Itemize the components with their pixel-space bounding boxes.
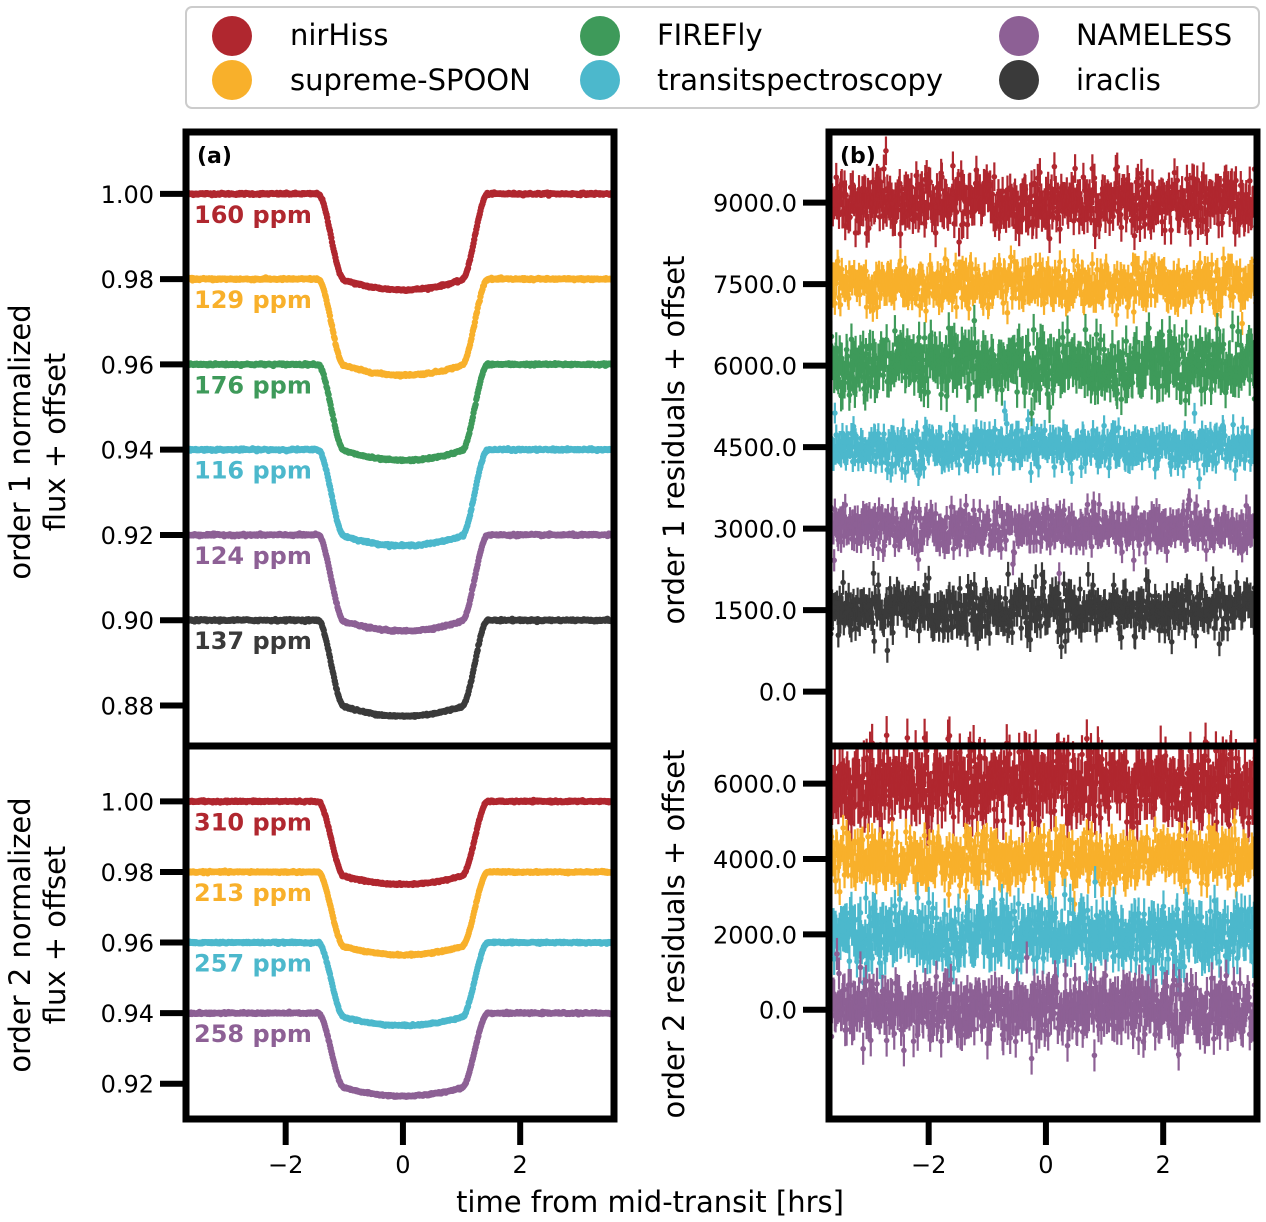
legend-marker-transitspectroscopy <box>580 60 620 100</box>
rms-label-transitspectroscopy: 116 ppm <box>194 457 312 485</box>
rms-label-firefly: 176 ppm <box>194 371 312 399</box>
y-tick-label: 0.88 <box>101 692 154 720</box>
rms-label-nameless: 124 ppm <box>194 542 312 570</box>
legend-label-nameless: NAMELESS <box>1076 18 1232 52</box>
y-axis-label-a-top-line2: flux + offset <box>38 353 72 532</box>
y-tick-label: 0.98 <box>101 266 154 294</box>
legend-marker-supreme-spoon <box>212 60 252 100</box>
rms-label-supreme-spoon: 129 ppm <box>194 286 312 314</box>
y-axis-label-a-top-line1: order 1 normalized <box>3 304 37 579</box>
y-tick-label: 1.00 <box>101 181 154 209</box>
rms-label-nirhiss: 160 ppm <box>194 201 312 229</box>
legend-label-supreme-spoon: supreme-SPOON <box>290 63 531 97</box>
panel-a-order1: 160 ppm 129 ppm 176 ppm 116 ppm 124 ppm 137 p… <box>101 132 617 746</box>
legend-marker-nameless <box>999 16 1039 56</box>
legend-label-transitspectroscopy: transitspectroscopy <box>657 63 943 97</box>
x-axis-label: time from mid-transit [hrs] <box>456 1185 844 1219</box>
legend-label-firefly: FIREFly <box>657 18 763 52</box>
y-axis-label-b-top: order 1 residuals + offset <box>657 255 691 624</box>
y-axis-label-a-bot-line1: order 2 normalized <box>3 797 37 1072</box>
y-tick-label: 0.96 <box>101 351 154 379</box>
y-tick-label: 0.94 <box>101 437 154 465</box>
legend-marker-firefly <box>580 16 620 56</box>
legend-label-iraclis: iraclis <box>1076 63 1161 97</box>
legend-label-nirhiss: nirHiss <box>290 18 388 52</box>
legend: nirHiss supreme-SPOON FIREFly transitspe… <box>186 7 1259 108</box>
y-tick-label: 0.92 <box>101 522 154 550</box>
legend-marker-nirhiss <box>212 16 252 56</box>
rms-label-iraclis: 137 ppm <box>194 627 312 655</box>
y-axis-label-b-bot: order 2 residuals + offset <box>657 749 691 1118</box>
legend-marker-iraclis <box>999 60 1039 100</box>
y-tick-label: 0.90 <box>101 607 154 635</box>
rms-label-nirhiss: 310 ppm <box>194 808 312 836</box>
y-axis-label-a-bot-line2: flux + offset <box>38 846 72 1025</box>
